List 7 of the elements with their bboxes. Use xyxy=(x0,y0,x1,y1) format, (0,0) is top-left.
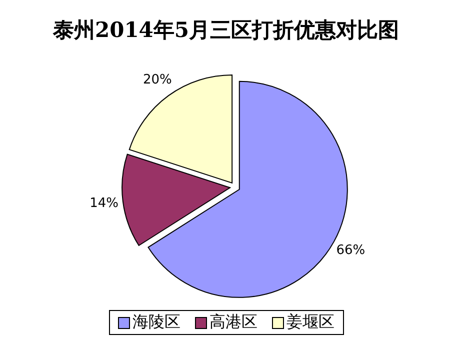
chart-title: 泰州2014年5月三区打折优惠对比图 xyxy=(52,16,400,44)
legend-label: 海陵区 xyxy=(132,312,180,333)
data-label: 20% xyxy=(142,72,172,88)
data-label: 14% xyxy=(90,196,118,212)
legend-label: 姜堰区 xyxy=(286,312,334,333)
data-label: 66% xyxy=(336,243,366,258)
legend-label: 高港区 xyxy=(208,312,258,333)
